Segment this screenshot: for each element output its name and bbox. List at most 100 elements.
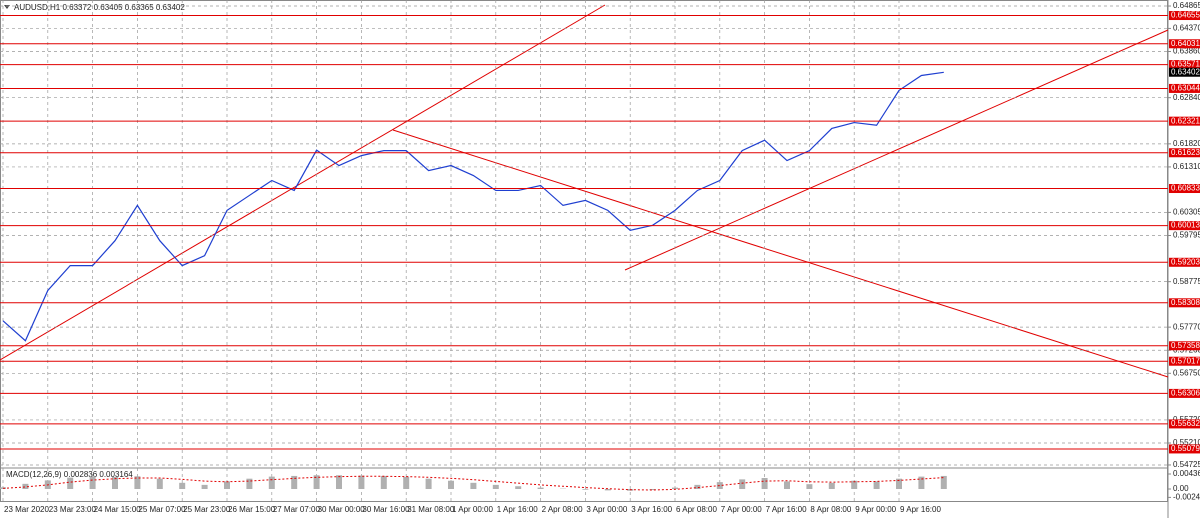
macd-bar (156, 478, 163, 490)
level-label: 0.55632 (1171, 419, 1200, 428)
x-tick-label: 8 Apr 08:00 (810, 505, 851, 514)
level-label-box (1169, 341, 1200, 351)
current-price-label: 0.63402 (1171, 67, 1200, 76)
x-tick-label: 30 Mar 00:00 (318, 505, 366, 514)
macd-bar (828, 482, 835, 490)
x-tick-label: 3 Apr 00:00 (586, 505, 627, 514)
macd-bar (918, 476, 925, 490)
y-tick-label: 0.004362 (1173, 469, 1200, 478)
x-tick-label: 23 Mar 23:00 (49, 505, 97, 514)
level-label: 0.57017 (1171, 356, 1200, 365)
level-label: 0.59203 (1171, 257, 1200, 266)
level-label: 0.63044 (1171, 84, 1200, 93)
level-label-box (1169, 11, 1200, 21)
x-tick-label: 30 Mar 16:00 (362, 505, 410, 514)
x-tick-label: 9 Apr 16:00 (900, 505, 941, 514)
macd-bar (358, 475, 365, 490)
macd-bar (672, 487, 678, 490)
level-label-box (1169, 388, 1200, 398)
y-tick-label: 0.62840 (1173, 93, 1200, 102)
level-label: 0.57358 (1171, 341, 1200, 350)
y-tick-label: 0.64865 (1173, 1, 1200, 10)
macd-title: MACD(12,26,9) 0.002836 0.003164 (6, 470, 133, 479)
current-price-box (1169, 67, 1200, 77)
macd-bar (940, 475, 947, 490)
level-label: 0.60013 (1171, 221, 1200, 230)
macd-bar (67, 477, 74, 490)
level-label-box (1169, 60, 1200, 70)
macd-bar (112, 476, 118, 490)
x-tick-label: 31 Mar 08:00 (407, 505, 455, 514)
macd-bar (582, 489, 589, 490)
x-tick-label: 1 Apr 00:00 (452, 505, 493, 514)
x-tick-label: 7 Apr 16:00 (766, 505, 807, 514)
macd-bar (448, 480, 454, 490)
x-tick-label: 1 Apr 16:00 (497, 505, 538, 514)
level-label-box (1169, 444, 1200, 454)
level-label: 0.60833 (1171, 184, 1200, 193)
macd-bar (380, 475, 387, 490)
y-tick-label: 0.63860 (1173, 47, 1200, 56)
level-label-box (1169, 184, 1200, 194)
x-tick-label: 23 Mar 2020 (4, 505, 49, 514)
y-tick-label: 0.56750 (1173, 368, 1200, 377)
macd-bar (291, 475, 298, 490)
y-tick-label: 0.64370 (1173, 24, 1200, 33)
level-label-box (1169, 419, 1200, 429)
level-label: 0.64655 (1171, 11, 1200, 20)
macd-bar (806, 484, 813, 490)
macd-bar (649, 489, 656, 491)
y-tick-label: 0.57770 (1173, 322, 1200, 331)
level-label: 0.55079 (1171, 444, 1200, 453)
macd-bar (604, 489, 611, 491)
level-label-box (1169, 298, 1200, 308)
macd-bar (313, 475, 320, 490)
macd-bar (403, 476, 410, 490)
y-tick-label: 0.60305 (1173, 208, 1200, 217)
x-tick-label: 2 Apr 08:00 (542, 505, 583, 514)
y-tick-label: 0.55210 (1173, 438, 1200, 447)
macd-bar (246, 478, 253, 490)
macd-bar (739, 479, 746, 490)
macd-bar (224, 481, 230, 490)
level-label-box (1169, 148, 1200, 158)
macd-bar (179, 482, 186, 490)
macd-bar (537, 487, 544, 490)
y-tick-label: -0.00244 (1173, 493, 1200, 502)
macd-bar (268, 476, 275, 490)
x-tick-label: 25 Mar 07:00 (138, 505, 186, 514)
y-tick-label: 0.54725 (1173, 460, 1200, 469)
level-label: 0.63571 (1171, 60, 1200, 69)
macd-bar (896, 478, 902, 490)
level-label-box (1169, 221, 1200, 231)
macd-bar (873, 481, 880, 490)
y-tick-label: 0.59795 (1173, 231, 1200, 240)
trend-line (392, 129, 1169, 378)
level-label-box (1169, 83, 1200, 93)
macd-bar (336, 475, 342, 490)
macd-bar (515, 486, 522, 490)
macd-bar (851, 480, 858, 490)
x-tick-label: 27 Mar 07:00 (273, 505, 321, 514)
y-tick-label: 0.61820 (1173, 139, 1200, 148)
x-tick-label: 26 Mar 15:00 (228, 505, 276, 514)
macd-bar (784, 481, 790, 490)
x-tick-label: 25 Mar 23:00 (183, 505, 231, 514)
level-label-box (1169, 356, 1200, 366)
y-tick-label: 0.00 (1173, 484, 1189, 493)
level-label: 0.62321 (1171, 116, 1200, 125)
macd-bar (89, 476, 96, 490)
macd-bar (694, 484, 701, 490)
macd-bar (470, 482, 477, 490)
y-tick-label: 0.58775 (1173, 277, 1200, 286)
level-label-box (1169, 39, 1200, 49)
level-label-box (1169, 257, 1200, 267)
level-label: 0.58308 (1171, 298, 1200, 307)
x-tick-label: 6 Apr 08:00 (676, 505, 717, 514)
x-tick-label: 24 Mar 15:00 (94, 505, 142, 514)
y-tick-label: 0.61310 (1173, 162, 1200, 171)
macd-bar (761, 477, 768, 490)
macd-bar (201, 484, 208, 490)
level-label: 0.64031 (1171, 39, 1200, 48)
